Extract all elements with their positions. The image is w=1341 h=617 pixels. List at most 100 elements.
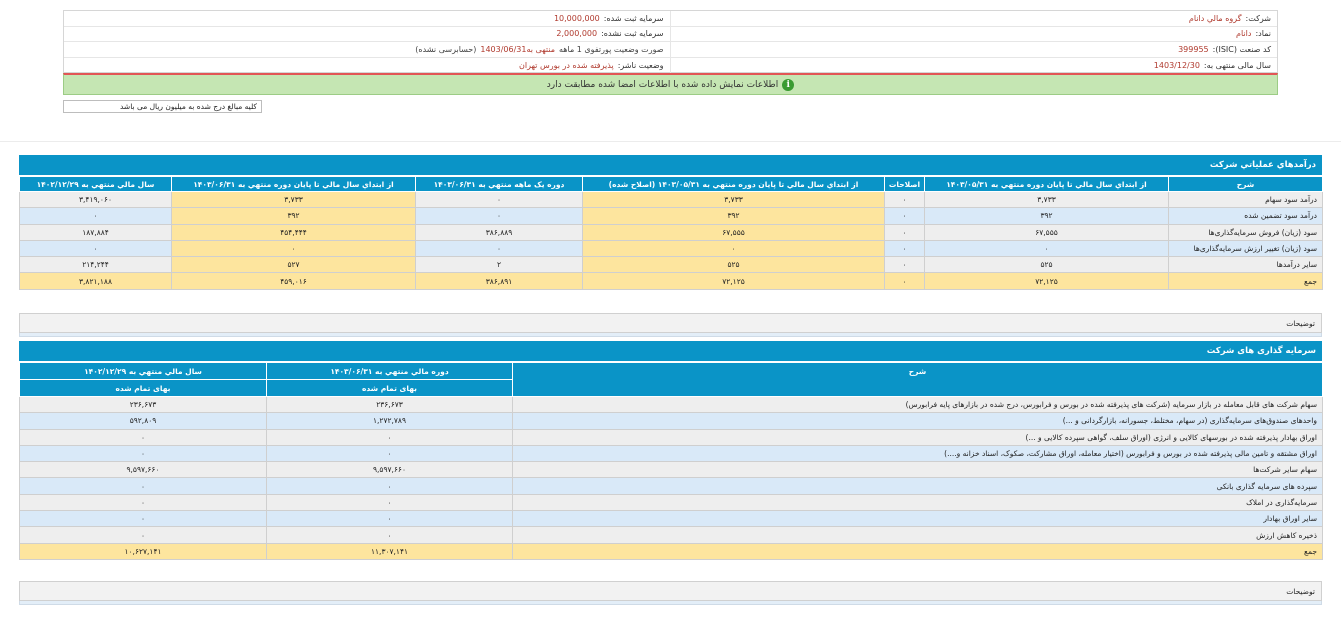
cell-value: ۰: [266, 477, 513, 495]
table-row: سپرده های سرمايه گذاری بانکی ۰ ۰: [19, 477, 1323, 495]
cell-value: ۳۸۶,۸۸۹: [415, 223, 583, 241]
investments-section-title: سرمايه گذاری های شرکت: [19, 341, 1322, 361]
cell-value: ۰: [19, 510, 267, 528]
info-row: شرکت: گروه مالي دانام سرمايه ثبت شده: 10…: [64, 11, 1277, 27]
cell-value: ۰: [415, 239, 583, 258]
total-label: جمع: [512, 542, 1323, 560]
fiscal-year-cell: سال مالی منتهی به: 1403/12/30: [671, 58, 1278, 74]
total-value: ۷۲,۱۲۵: [924, 272, 1169, 290]
total-value: ۰: [884, 272, 925, 290]
cell-value: ۲: [415, 256, 583, 274]
cell-value: ۶۷,۵۵۵: [924, 223, 1169, 241]
cell-value: ۴۵۴,۴۴۴: [171, 223, 416, 241]
info-row: کد صنعت (ISIC): 399955 صورت وضعيت پورتفو…: [64, 42, 1277, 58]
table-row: اوراق مشتقه و تامين مالی پذيرفته شده در …: [19, 444, 1323, 463]
cell-value: ۳,۷۳۳: [924, 190, 1169, 209]
revenue-table: شرح از ابتداي سال مالي تا پايان دوره منت…: [19, 176, 1323, 290]
cell-value: ۰: [884, 256, 925, 274]
cell-value: ۱۸۷,۸۸۴: [19, 223, 172, 241]
cell-value: ۰: [171, 239, 416, 258]
unregistered-capital-value: 2,000,000: [556, 29, 598, 39]
table-row: سود (زيان) فروش سرمايه‌گذاری‌ها ۶۷,۵۵۵ ۰…: [19, 223, 1323, 241]
publisher-status-value: پذيرفته شده در بورس تهران: [518, 60, 614, 70]
cell-value: ۰: [415, 207, 583, 225]
report-label: صورت وضعيت پورتفوی 1 ماهه: [559, 44, 664, 54]
isic-value: 399955: [1178, 44, 1209, 54]
table-row: سهام شرکت های قابل معامله در بازار سرماي…: [19, 395, 1323, 414]
revenue-header-row: شرح از ابتداي سال مالي تا پايان دوره منت…: [19, 176, 1323, 192]
table-row: ذخيره کاهش ارزش ۰ ۰: [19, 526, 1323, 544]
cell-value: ۰: [884, 207, 925, 225]
revenue-notes-bar: [19, 333, 1322, 337]
investments-subheader-cell: بهای تمام شده: [19, 379, 267, 397]
signature-match-notice: i اطلاعات نمايش داده شده با اطلاعات امضا…: [63, 73, 1278, 95]
cell-value: ۲۱۴,۲۴۴: [19, 256, 172, 274]
isic-cell: کد صنعت (ISIC): 399955: [671, 42, 1278, 57]
info-row: سال مالی منتهی به: 1403/12/30 وضعيت ناشر…: [64, 57, 1278, 74]
cell-value: ۵۲۵: [582, 256, 885, 274]
info-row: نماد: دانام سرمايه ثبت نشده: 2,000,000: [64, 26, 1277, 42]
cell-value: ۲۳۶,۶۷۳: [266, 395, 513, 414]
publisher-status-label: وضعيت ناشر:: [617, 60, 664, 70]
row-label: درآمد سود سهام: [1168, 190, 1323, 209]
investments-header-cell: شرح: [512, 362, 1323, 397]
symbol-value[interactable]: دانام: [1236, 29, 1252, 39]
cell-value: ۳,۷۳۳: [171, 190, 416, 209]
cell-value: ۹,۵۹۷,۶۶۰: [19, 461, 267, 479]
revenue-notes: توضيحات: [19, 313, 1322, 333]
revenue-header-cell: از ابتداي سال مالي تا پايان دوره منتهي ب…: [924, 176, 1169, 192]
table-row: سود (زيان) تغيير ارزش سرمايه‌گذاری‌ها ۰ …: [19, 239, 1323, 258]
total-value: ۷۲,۱۲۵: [582, 272, 885, 290]
table-row: درآمد سود سهام ۳,۷۳۳ ۰ ۳,۷۳۳ ۰ ۳,۷۳۳ ۳,۴…: [19, 190, 1323, 209]
revenue-header-cell: شرح: [1168, 176, 1323, 192]
row-label: ساير اوراق بهادار: [512, 510, 1323, 528]
cell-value: ۳,۷۳۳: [582, 190, 885, 209]
table-row: ساير درآمدها ۵۲۵ ۰ ۵۲۵ ۲ ۵۲۷ ۲۱۴,۲۴۴: [19, 256, 1323, 274]
cell-value: ۳۹۲: [582, 207, 885, 225]
investments-header-row: شرح دوره مالي منتهي به ۱۴۰۳/۰۶/۳۱ سال ما…: [19, 362, 1323, 397]
cell-value: ۰: [924, 239, 1169, 258]
table-row: واحدهای صندوق‌های سرمايه‌گذاری (در سهام،…: [19, 412, 1323, 430]
investments-notes-bar: [19, 601, 1322, 605]
cell-value: ۳۹۲: [171, 207, 416, 225]
cell-value: ۲۳۶,۶۷۳: [19, 395, 267, 414]
cell-value: ۰: [884, 190, 925, 209]
investments-subheader-row: بهای تمام شده بهای تمام شده: [19, 379, 1323, 397]
row-label: ساير درآمدها: [1168, 256, 1323, 274]
cell-value: ۰: [266, 444, 513, 463]
table-row: سهام ساير شرکت‌ها ۹,۵۹۷,۶۶۰ ۹,۵۹۷,۶۶۰: [19, 461, 1323, 479]
cell-value: ۰: [19, 428, 267, 446]
fiscal-year-label: سال مالی منتهی به:: [1203, 60, 1271, 70]
revenue-header-cell: اصلاحات: [884, 176, 925, 192]
revenue-section-title: درآمدهاي عملياتي شرکت: [19, 155, 1322, 175]
revenue-header-cell: از ابتداي سال مالي تا پايان دوره منتهي ب…: [171, 176, 416, 192]
divider: [0, 141, 1341, 142]
cell-value: ۳۹۲: [924, 207, 1169, 225]
registered-capital-cell: سرمايه ثبت شده: 10,000,000: [64, 11, 671, 26]
total-value: ۴۵۹,۰۱۶: [171, 272, 416, 290]
unregistered-capital-label: سرمايه ثبت نشده:: [601, 29, 664, 39]
report-cell: صورت وضعيت پورتفوی 1 ماهه منتهی به1403/0…: [64, 42, 671, 57]
investments-header-cell: سال مالي منتهي به ۱۴۰۲/۱۲/۲۹: [19, 362, 267, 380]
table-row: درآمد سود تضمين شده ۳۹۲ ۰ ۳۹۲ ۰ ۳۹۲ ۰: [19, 207, 1323, 225]
investments-header-cell: دوره مالي منتهي به ۱۴۰۳/۰۶/۳۱: [266, 362, 513, 380]
registered-capital-label: سرمايه ثبت شده:: [603, 13, 664, 23]
cell-value: ۵۲۷: [171, 256, 416, 274]
company-label: شرکت:: [1245, 13, 1271, 23]
row-label: سپرده های سرمايه گذاری بانکی: [512, 477, 1323, 495]
row-label: اوراق مشتقه و تامين مالی پذيرفته شده در …: [512, 444, 1323, 463]
cell-value: ۳,۴۱۹,۰۶۰: [19, 190, 172, 209]
revenue-header-cell: از ابتداي سال مالي تا پايان دوره منتهي ب…: [582, 176, 885, 192]
total-value: ۳۸۶,۸۹۱: [415, 272, 583, 290]
cell-value: ۰: [266, 428, 513, 446]
isic-label: کد صنعت (ISIC):: [1212, 44, 1271, 54]
total-value: ۱۰,۶۲۷,۱۴۱: [19, 542, 267, 560]
investments-table: شرح دوره مالي منتهي به ۱۴۰۳/۰۶/۳۱ سال ما…: [19, 362, 1323, 560]
row-label: سهام ساير شرکت‌ها: [512, 461, 1323, 479]
row-label: سود (زيان) تغيير ارزش سرمايه‌گذاری‌ها: [1168, 239, 1323, 258]
report-status: (حسابرسی نشده): [415, 44, 477, 54]
cell-value: ۰: [19, 477, 267, 495]
cell-value: ۶۷,۵۵۵: [582, 223, 885, 241]
symbol-label: نماد:: [1255, 29, 1271, 39]
cell-value: ۰: [884, 239, 925, 258]
